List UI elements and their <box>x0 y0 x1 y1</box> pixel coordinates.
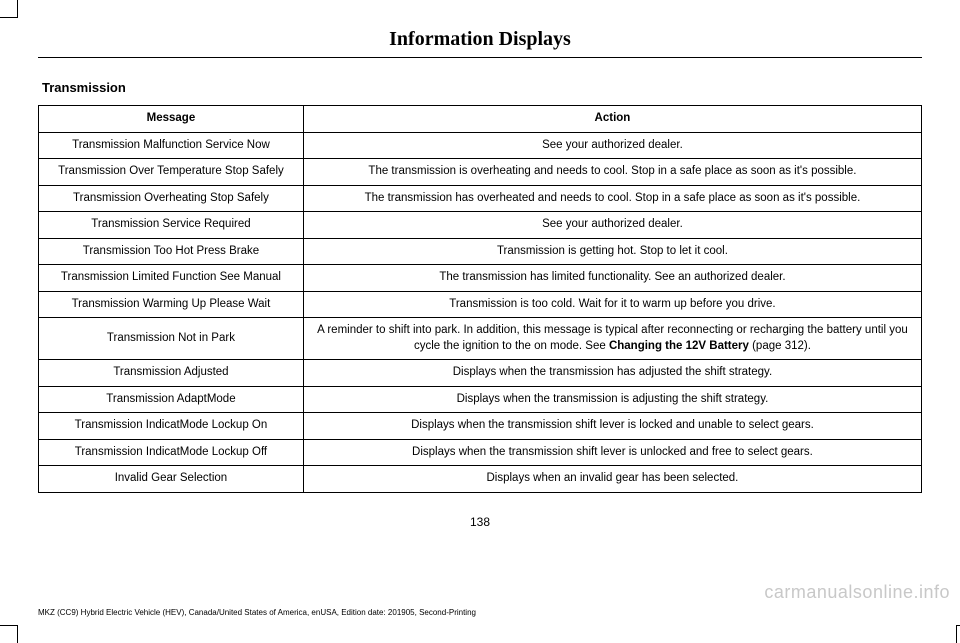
table-row: Transmission AdaptMode Displays when the… <box>39 386 922 413</box>
cell-action: The transmission is overheating and need… <box>303 159 921 186</box>
cell-message: Transmission Limited Function See Manual <box>39 265 304 292</box>
cell-message: Transmission Service Required <box>39 212 304 239</box>
page-content: Information Displays Transmission Messag… <box>0 0 960 529</box>
crop-mark-bl <box>0 625 18 643</box>
table-header-row: Message Action <box>39 106 922 133</box>
cell-action: Displays when the transmission shift lev… <box>303 413 921 440</box>
cell-message: Transmission Malfunction Service Now <box>39 132 304 159</box>
col-header-message: Message <box>39 106 304 133</box>
cell-message: Transmission IndicatMode Lockup On <box>39 413 304 440</box>
footer-text: MKZ (CC9) Hybrid Electric Vehicle (HEV),… <box>38 608 476 617</box>
crop-mark-tl <box>0 0 18 18</box>
table-row: Transmission Malfunction Service Now See… <box>39 132 922 159</box>
cell-action: A reminder to shift into park. In additi… <box>303 318 921 360</box>
table-row: Transmission Adjusted Displays when the … <box>39 360 922 387</box>
cell-message: Transmission Adjusted <box>39 360 304 387</box>
section-title: Transmission <box>42 80 922 95</box>
table-row: Transmission Not in Park A reminder to s… <box>39 318 922 360</box>
table-row: Transmission IndicatMode Lockup Off Disp… <box>39 439 922 466</box>
table-row: Transmission Overheating Stop Safely The… <box>39 185 922 212</box>
table-row: Transmission Service Required See your a… <box>39 212 922 239</box>
table-row: Transmission Limited Function See Manual… <box>39 265 922 292</box>
cell-action: Displays when the transmission has adjus… <box>303 360 921 387</box>
header-rule <box>38 57 922 58</box>
table-row: Invalid Gear Selection Displays when an … <box>39 466 922 493</box>
cell-message: Transmission IndicatMode Lockup Off <box>39 439 304 466</box>
cell-action: Displays when the transmission shift lev… <box>303 439 921 466</box>
cell-message: Transmission Warming Up Please Wait <box>39 291 304 318</box>
crop-mark-br <box>956 625 960 643</box>
cell-action: The transmission has overheated and need… <box>303 185 921 212</box>
cell-action: Displays when an invalid gear has been s… <box>303 466 921 493</box>
cell-message: Invalid Gear Selection <box>39 466 304 493</box>
action-text-post: (page 312). <box>749 340 811 352</box>
table-row: Transmission IndicatMode Lockup On Displ… <box>39 413 922 440</box>
cell-action: Displays when the transmission is adjust… <box>303 386 921 413</box>
watermark-text: carmanualsonline.info <box>764 582 950 603</box>
transmission-table: Message Action Transmission Malfunction … <box>38 105 922 493</box>
cell-message: Transmission Overheating Stop Safely <box>39 185 304 212</box>
chapter-title: Information Displays <box>38 28 922 57</box>
cell-action: See your authorized dealer. <box>303 212 921 239</box>
cell-message: Transmission Not in Park <box>39 318 304 360</box>
col-header-action: Action <box>303 106 921 133</box>
table-row: Transmission Warming Up Please Wait Tran… <box>39 291 922 318</box>
table-row: Transmission Over Temperature Stop Safel… <box>39 159 922 186</box>
cell-action: See your authorized dealer. <box>303 132 921 159</box>
cell-message: Transmission Over Temperature Stop Safel… <box>39 159 304 186</box>
table-row: Transmission Too Hot Press Brake Transmi… <box>39 238 922 265</box>
cell-action: Transmission is getting hot. Stop to let… <box>303 238 921 265</box>
page-number: 138 <box>38 515 922 529</box>
cell-message: Transmission Too Hot Press Brake <box>39 238 304 265</box>
cell-message: Transmission AdaptMode <box>39 386 304 413</box>
cell-action: Transmission is too cold. Wait for it to… <box>303 291 921 318</box>
action-text-bold: Changing the 12V Battery <box>609 340 749 352</box>
cell-action: The transmission has limited functionali… <box>303 265 921 292</box>
